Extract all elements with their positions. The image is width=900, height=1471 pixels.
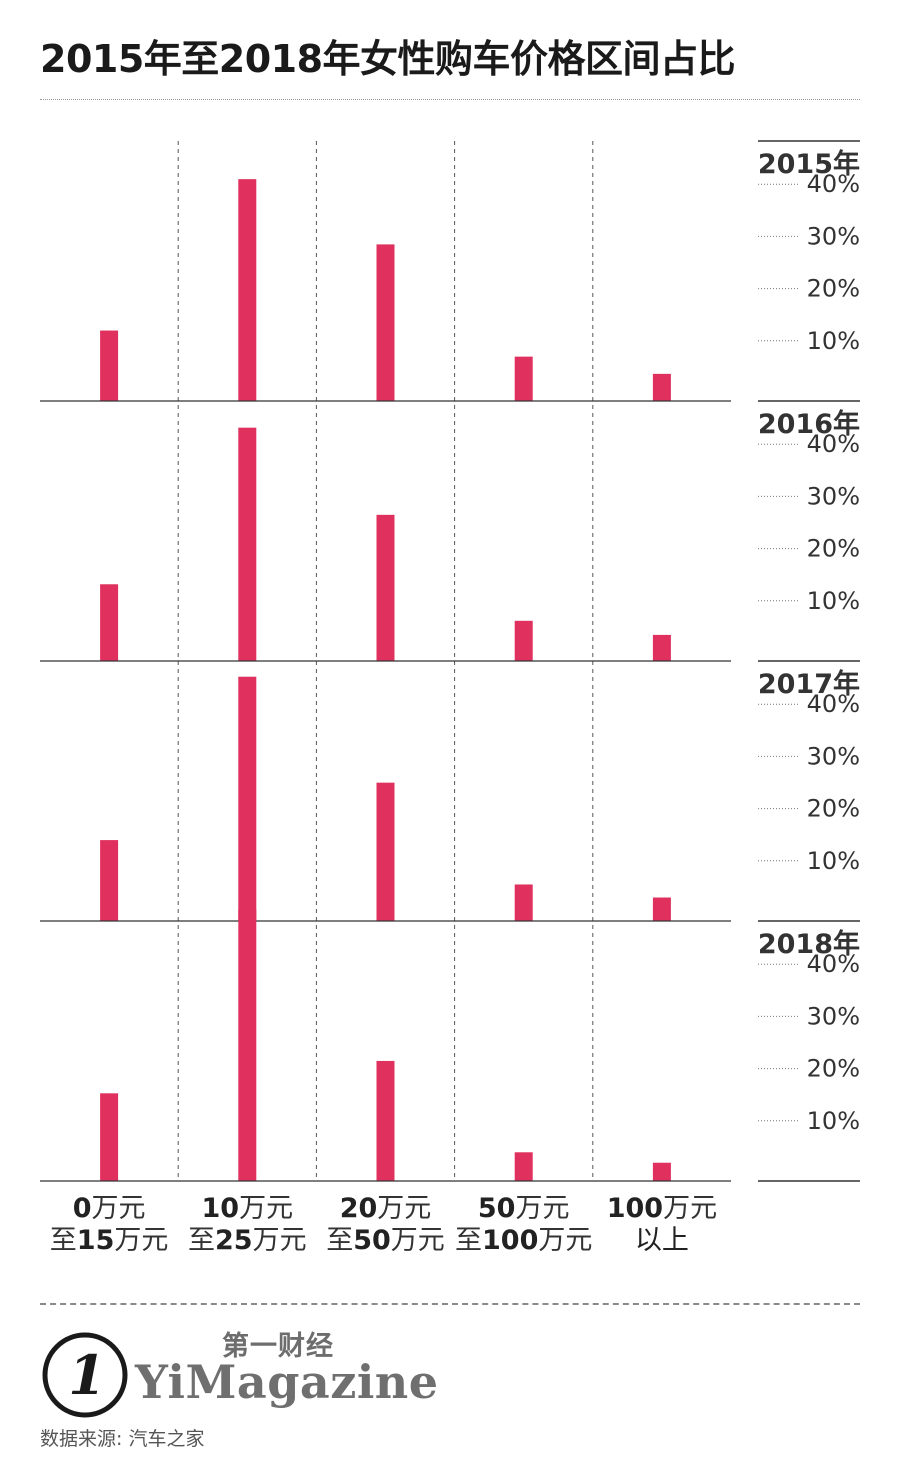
y-tick-label: 40% (807, 690, 860, 718)
category-label-line1: 50万元 (477, 1193, 570, 1224)
category-label-line1: 100万元 (606, 1193, 718, 1224)
bar (100, 584, 119, 661)
bar (100, 840, 119, 921)
bar (514, 356, 533, 401)
y-tick-label: 20% (807, 535, 860, 563)
data-source: 数据来源: 汽车之家 (40, 1428, 205, 1450)
y-tick-label: 40% (807, 170, 860, 198)
y-tick-label: 30% (807, 482, 860, 510)
panel-2016年: 2016年 10% 20% 30% 40% (40, 400, 860, 662)
bar (652, 373, 671, 401)
footer-divider (40, 1303, 860, 1305)
category-label-line1: 20万元 (339, 1193, 432, 1224)
logo-numeral: 1 (68, 1343, 106, 1407)
bar (100, 330, 119, 401)
bar (514, 1152, 533, 1181)
yimagazine-logo-icon: 1 (42, 1332, 128, 1418)
category-label: 0万元 至15万元 (34, 1193, 184, 1257)
y-tick-label: 20% (807, 795, 860, 823)
category-label-line2: 以上 (634, 1225, 689, 1256)
category-label: 50万元 至100万元 (449, 1193, 599, 1257)
bar (652, 897, 671, 921)
y-tick-label: 10% (807, 327, 860, 355)
title-divider (40, 99, 860, 100)
year-label: 2018年 (758, 928, 860, 960)
category-label-line2: 至15万元 (49, 1225, 169, 1256)
bar (376, 782, 395, 921)
category-label: 10万元 至25万元 (172, 1193, 322, 1257)
bar (514, 884, 533, 921)
small-multiples-bar-chart: 2015年10%20%30%40%2016年10%20%30%40%2017年1… (40, 140, 860, 1182)
year-label: 2015年 (758, 148, 860, 180)
year-label: 2016年 (758, 408, 860, 440)
bar (238, 676, 257, 921)
bar (514, 620, 533, 661)
y-tick-label: 30% (807, 742, 860, 770)
category-label-line1: 10万元 (201, 1193, 294, 1224)
y-tick-label: 10% (807, 1107, 860, 1135)
panel-2017年: 2017年 10% 20% 30% 40% (40, 660, 860, 922)
y-tick-label: 20% (807, 275, 860, 303)
year-label: 2017年 (758, 668, 860, 700)
category-label-line1: 0万元 (72, 1193, 146, 1224)
bar (100, 1093, 119, 1181)
brand-english: YiMagazine (135, 1355, 439, 1409)
page-title: 2015年至2018年女性购车价格区间占比 (40, 37, 736, 81)
category-label-line2: 至100万元 (455, 1225, 593, 1256)
y-tick-label: 40% (807, 430, 860, 458)
bar (238, 179, 257, 401)
bar (376, 1060, 395, 1181)
y-tick-label: 40% (807, 950, 860, 978)
panel-2015年: 2015年 10% 20% 30% 40% (40, 140, 860, 402)
category-label-line2: 至50万元 (326, 1225, 445, 1256)
y-tick-label: 10% (807, 847, 860, 875)
brand-chinese: 第一财经 (222, 1331, 334, 1362)
bar (652, 1162, 671, 1181)
bar (238, 427, 257, 661)
category-label: 100万元 以上 (587, 1193, 737, 1257)
bar (238, 909, 257, 1181)
y-tick-label: 20% (807, 1055, 860, 1083)
category-label: 20万元 至50万元 (311, 1193, 461, 1257)
category-label-line2: 至25万元 (188, 1225, 307, 1256)
y-tick-label: 30% (807, 1002, 860, 1030)
bar (376, 244, 395, 401)
panel-2018年: 2018年 10% 20% 30% 40% (40, 909, 860, 1182)
y-tick-label: 30% (807, 222, 860, 250)
y-tick-label: 10% (807, 587, 860, 615)
bar (376, 514, 395, 661)
bar (652, 634, 671, 661)
